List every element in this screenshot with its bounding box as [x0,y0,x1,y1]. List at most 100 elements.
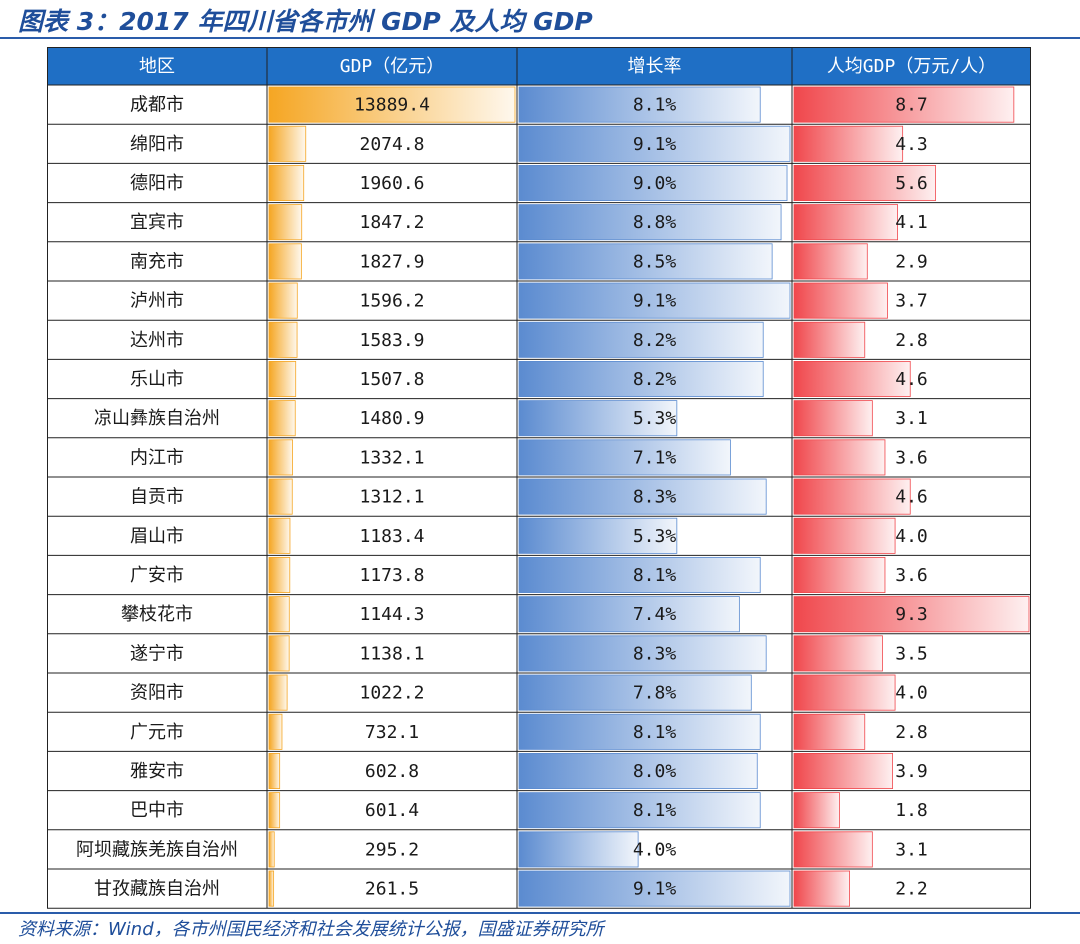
gdp-bar [268,831,275,868]
gdp-bar [268,674,288,711]
growth-bar [518,243,773,280]
table-row: 宜宾市 1847.2 8.8% 4.1 [47,202,1031,242]
growth-value-label: 7.1% [633,447,677,468]
table-row: 自贡市 1312.1 8.3% 4.6 [47,477,1031,517]
gdp-value-label: 1138.1 [359,643,424,664]
region-label: 南充市 [130,251,184,272]
per-capita-gdp-bar [793,282,888,319]
per-capita-gdp-bar [793,243,868,280]
gdp-bar [268,792,281,829]
per-capita-gdp-value-label: 2.2 [895,879,928,900]
title-rule [0,37,1080,39]
region-label: 自贡市 [130,487,184,508]
gdp-value-label: 1847.2 [359,212,424,233]
per-capita-gdp-value-label: 4.1 [895,212,928,233]
growth-value-label: 8.3% [633,487,677,508]
table-row: 雅安市 602.8 8.0% 3.9 [47,751,1031,791]
table-row: 广安市 1173.8 8.1% 3.6 [47,555,1031,595]
growth-bar [518,596,740,633]
per-capita-gdp-bar [793,478,911,515]
region-label: 广元市 [130,722,184,743]
growth-value-label: 8.0% [633,761,677,782]
per-capita-gdp-value-label: 8.7 [895,95,928,116]
table-body: 成都市 13889.4 8.1% 8.7 绵阳市 2074.8 9.1% 4.3 德阳市 1960… [47,85,1031,909]
per-capita-gdp-bar [793,556,886,593]
growth-value-label: 8.1% [633,800,677,821]
region-label: 达州市 [130,330,184,351]
figure-title: 图表 3：2017 年四川省各市州 GDP 及人均 GDP [18,7,593,36]
region-label: 资阳市 [130,683,184,704]
per-capita-gdp-bar [793,635,883,672]
per-capita-gdp-value-label: 3.5 [895,643,928,664]
growth-value-label: 5.3% [633,526,677,547]
per-capita-gdp-value-label: 4.0 [895,683,928,704]
per-capita-gdp-bar [793,360,911,397]
per-capita-gdp-bar [793,125,904,162]
header-region: 地区 [139,56,175,77]
table-row: 乐山市 1507.8 8.2% 4.6 [47,359,1031,399]
table-row: 甘孜藏族自治州 261.5 9.1% 2.2 [47,869,1031,909]
per-capita-gdp-value-label: 2.8 [895,722,928,743]
gdp-value-label: 1332.1 [359,447,424,468]
per-capita-gdp-value-label: 4.6 [895,369,928,390]
per-capita-gdp-bar [793,831,873,868]
per-capita-gdp-bar [793,321,866,358]
per-capita-gdp-bar [793,204,899,241]
gdp-value-label: 1596.2 [359,291,424,312]
table-row: 南充市 1827.9 8.5% 2.9 [47,241,1031,281]
growth-bar [518,125,791,162]
per-capita-gdp-bar [793,713,866,750]
table-row: 绵阳市 2074.8 9.1% 4.3 [47,124,1031,164]
growth-bar [518,635,767,672]
table-grid [47,47,1031,909]
region-label: 成都市 [130,95,184,116]
gdp-bar [268,165,305,202]
table-row: 巴中市 601.4 8.1% 1.8 [47,790,1031,830]
growth-bar [518,360,764,397]
table-row: 遂宁市 1138.1 8.3% 3.5 [47,633,1031,673]
growth-value-label: 9.1% [633,291,677,312]
growth-value-label: 8.2% [633,369,677,390]
growth-value-label: 5.3% [633,408,677,429]
region-label: 雅安市 [130,761,184,782]
gdp-bar [268,635,290,672]
per-capita-gdp-bar [793,674,896,711]
gdp-value-label: 2074.8 [359,134,424,155]
region-label: 乐山市 [130,369,184,390]
growth-bar [518,517,678,554]
gdp-bar [268,321,298,358]
gdp-bar [268,125,307,162]
per-capita-gdp-value-label: 2.9 [895,251,928,272]
header-gdp: GDP（亿元） [340,56,445,77]
per-capita-gdp-value-label: 2.8 [895,330,928,351]
region-label: 巴中市 [130,800,184,821]
growth-bar [518,831,639,868]
growth-value-label: 8.8% [633,212,677,233]
source-note: 资料来源：Wind，各市州国民经济和社会发展统计公报，国盛证券研究所 [18,919,604,940]
header-per-capita-gdp: 人均GDP（万元/人） [827,56,996,77]
growth-bar [518,439,731,476]
table-row: 内江市 1332.1 7.1% 3.6 [47,437,1031,477]
gdp-bar [268,478,293,515]
table-row: 德阳市 1960.6 9.0% 5.6 [47,163,1031,203]
per-capita-gdp-bar [793,870,850,907]
per-capita-gdp-bar [793,753,893,790]
growth-value-label: 4.0% [633,839,677,860]
growth-bar [518,282,791,319]
per-capita-gdp-bar [793,400,873,437]
region-label: 眉山市 [130,526,184,547]
growth-value-label: 8.5% [633,251,677,272]
gdp-bar [268,360,297,397]
gdp-value-label: 1312.1 [359,487,424,508]
table-row: 眉山市 1183.4 5.3% 4.0 [47,516,1031,556]
per-capita-gdp-value-label: 3.1 [895,408,928,429]
per-capita-gdp-bar [793,86,1015,123]
growth-bar [518,556,761,593]
gdp-value-label: 601.4 [365,800,419,821]
growth-bar [518,86,761,123]
region-label: 德阳市 [130,173,184,194]
gdp-bar [268,517,291,554]
table-row: 成都市 13889.4 8.1% 8.7 [47,85,1031,125]
region-label: 甘孜藏族自治州 [94,879,220,900]
gdp-bar [268,204,303,241]
